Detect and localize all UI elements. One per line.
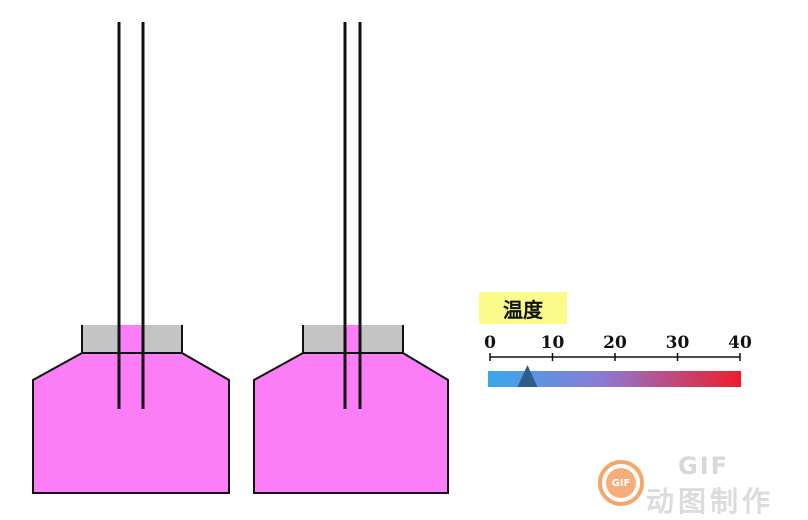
- right-flask-neck-liquid: [345, 325, 360, 353]
- watermark-title: GIF: [678, 452, 730, 480]
- left-flask-body: [32, 352, 230, 494]
- gif-badge-icon: GIF: [606, 468, 636, 498]
- scale-tick-label: 30: [665, 333, 690, 353]
- temperature-indicator[interactable]: [517, 365, 538, 387]
- left-flask: [32, 22, 230, 494]
- scale-ticks: [489, 353, 741, 361]
- watermark-subtitle: 动图制作: [646, 485, 775, 518]
- temperature-label: 温度: [479, 292, 567, 324]
- right-flask: [253, 22, 449, 494]
- scale-tick-label: 40: [728, 333, 752, 353]
- temperature-gradient-bar: [488, 371, 741, 387]
- gif-badge-ring: [598, 460, 644, 506]
- temperature-scale: [488, 353, 741, 387]
- gif-watermark: GIF GIF 动图制作: [598, 452, 804, 518]
- scale-tick-label: 0: [484, 333, 496, 353]
- left-flask-neck-liquid: [119, 325, 143, 353]
- right-flask-body: [253, 352, 449, 494]
- scale-tick-label: 10: [540, 333, 565, 353]
- scale-tick-label: 20: [603, 333, 627, 353]
